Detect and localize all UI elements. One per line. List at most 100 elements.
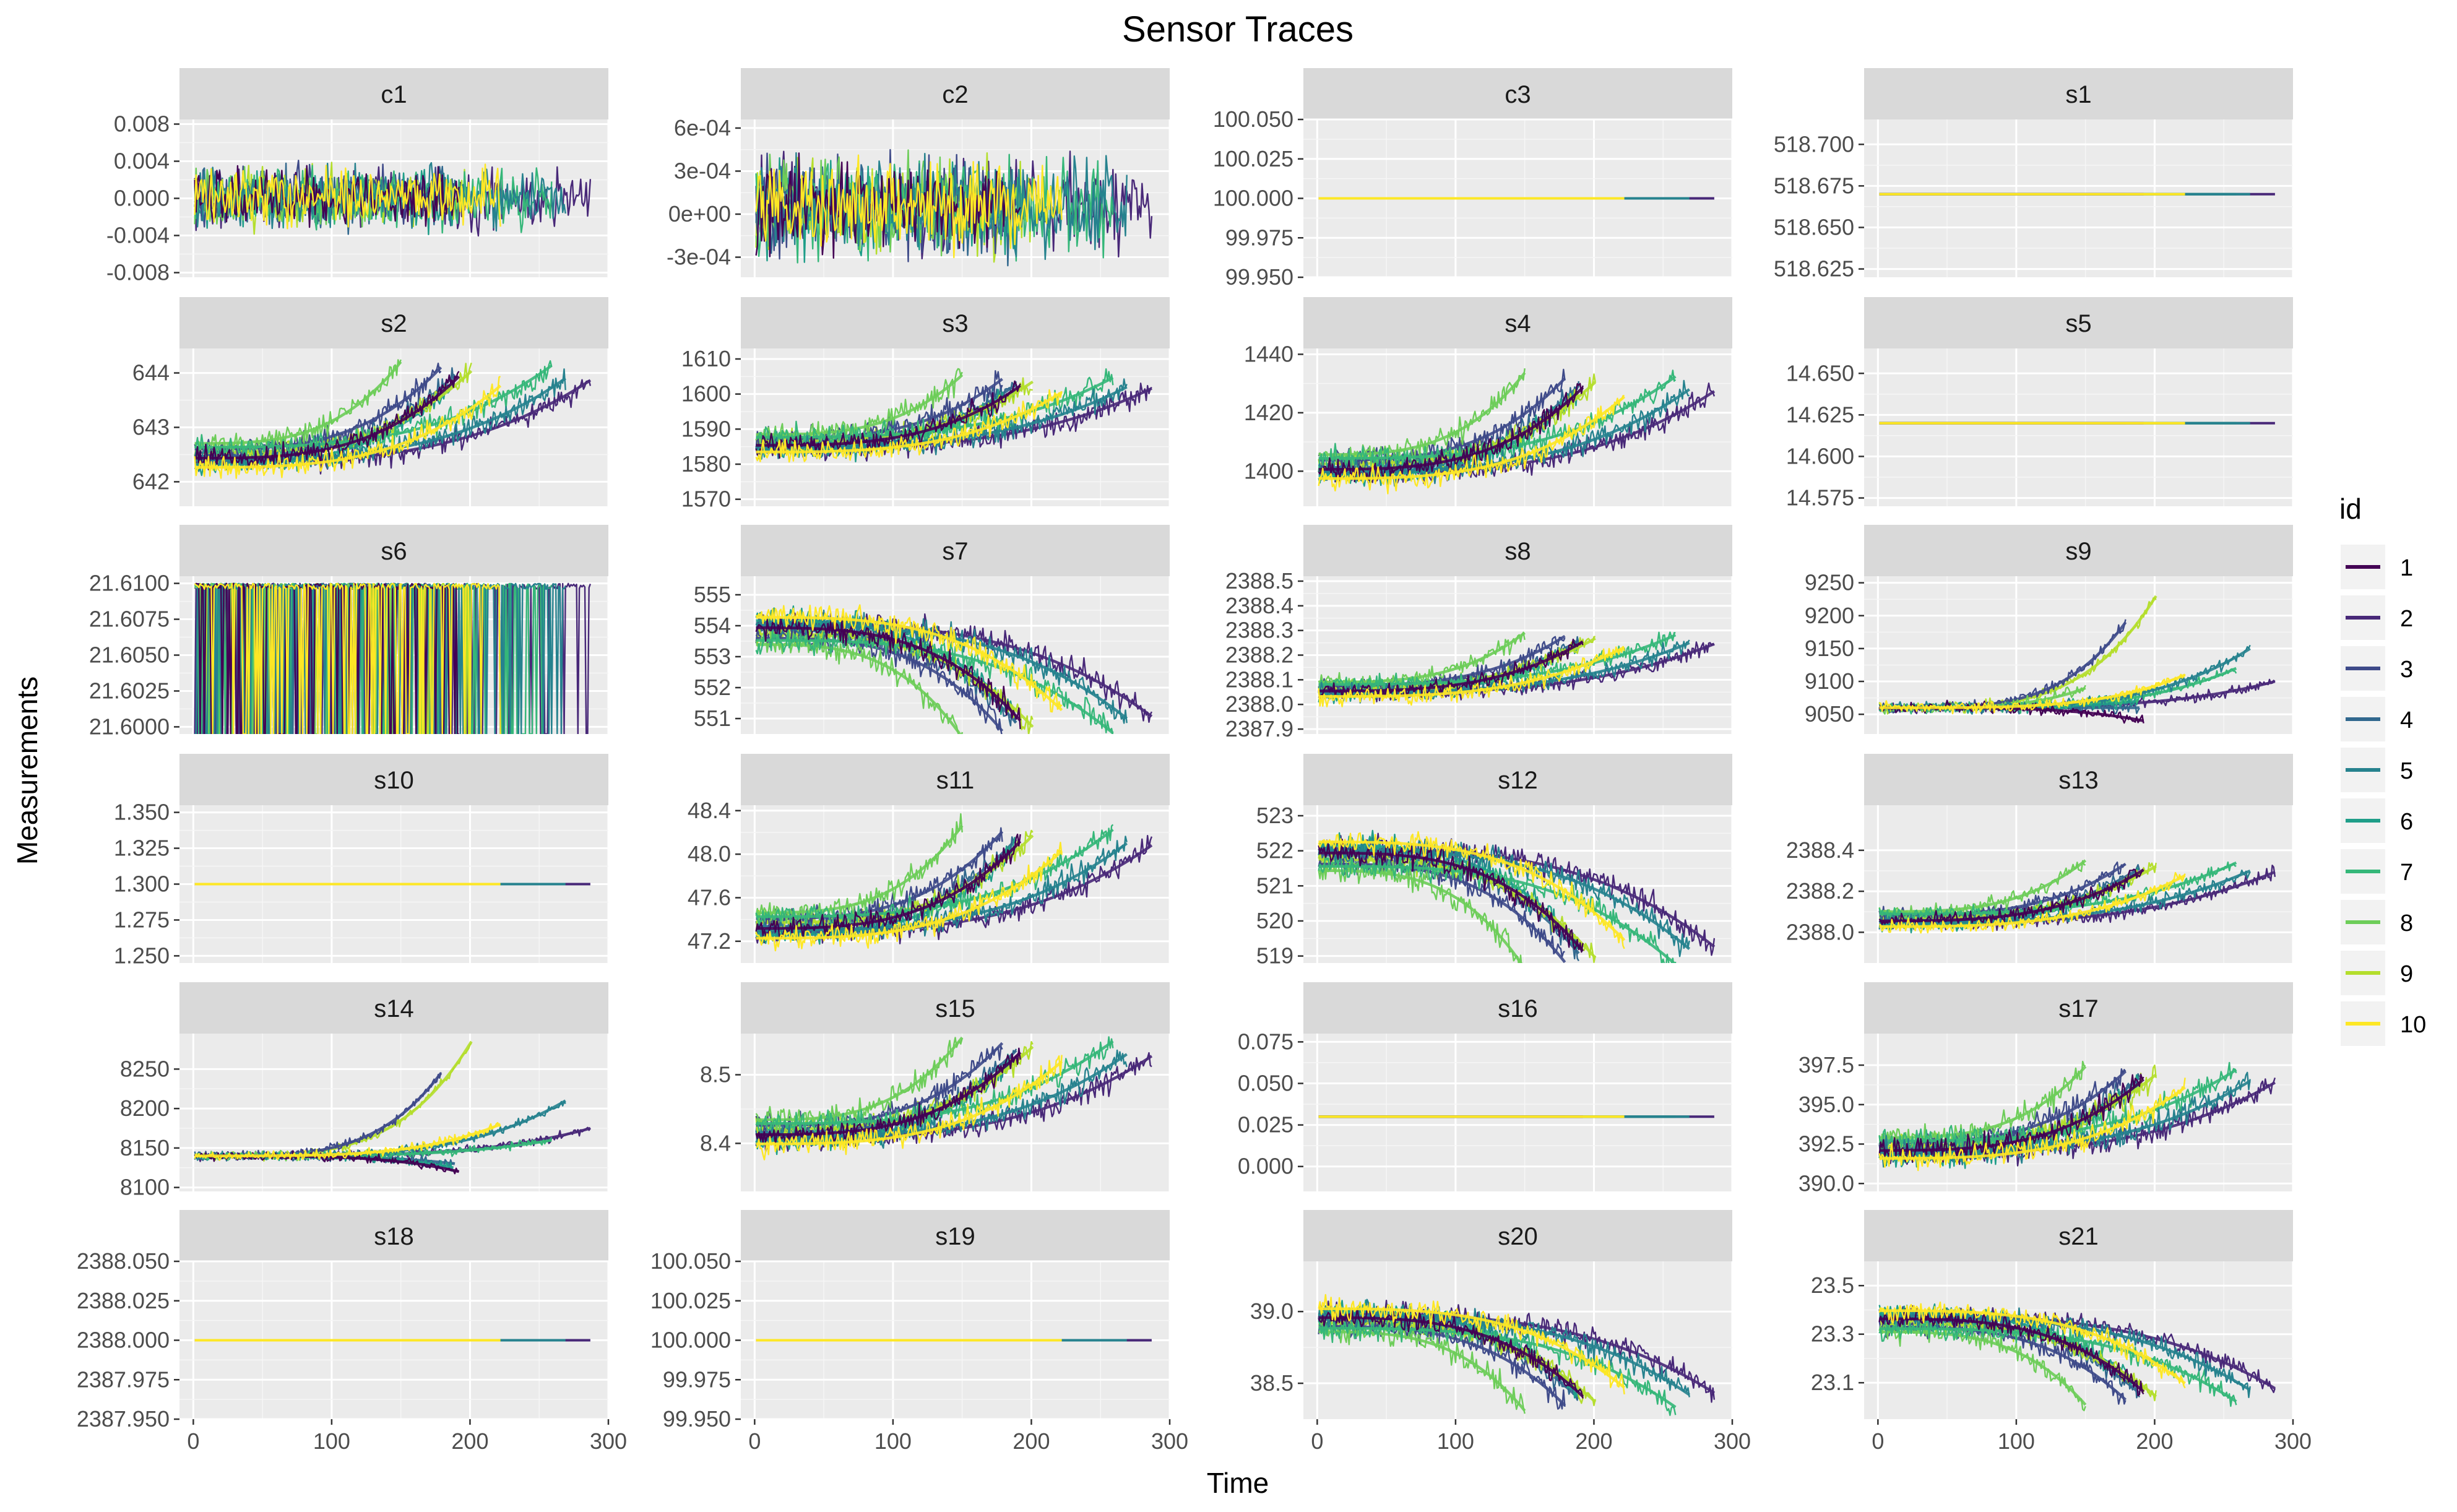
x-tick-label: 100 [874, 1428, 912, 1454]
y-tick-label: 551 [694, 706, 731, 731]
panel-c1: c1 -0.008 -0.004 0.000 0.004 0.008 [106, 68, 610, 285]
y-tick-label: 0.025 [1238, 1112, 1293, 1138]
trend-line-s4-id-10 [1318, 395, 1626, 480]
panel-s16: s16 0.000 0.025 0.050 0.075 [1238, 982, 1734, 1191]
y-tick-label: 8.4 [700, 1130, 731, 1156]
legend-label-8: 8 [2400, 910, 2413, 936]
strip-s13 [1864, 754, 2293, 805]
trend-line-s12-id-8 [1318, 869, 1523, 963]
strip-label-c1: c1 [381, 81, 407, 108]
trend-line-s9-id-10 [1879, 673, 2186, 709]
y-tick-label: 9100 [1805, 668, 1854, 694]
panel-s4: s4 1400 1420 1440 [1244, 297, 1734, 506]
trend-line-s12-id-1 [1318, 851, 1584, 953]
strip-s18 [179, 1210, 608, 1261]
strip-label-c3: c3 [1505, 81, 1531, 108]
panel-s19: s19 99.950 99.975 100.000 100.025 100.050 0 100… [650, 1210, 1188, 1454]
y-tick-label: 23.5 [1811, 1272, 1854, 1298]
x-tick-label: 0 [1311, 1428, 1323, 1454]
y-tick-label: 522 [1256, 838, 1293, 863]
trend-line-s8-id-10 [1318, 646, 1625, 698]
panel-s6: s6 21.6000 21.6025 21.6050 21.6075 21.6100 [89, 525, 610, 739]
y-tick-label: 0.000 [114, 186, 170, 211]
y-tick-label: 8.5 [700, 1062, 731, 1087]
y-tick-label: 1.300 [114, 871, 170, 897]
panel-s12: s12 519 520 521 522 523 [1256, 754, 1734, 969]
legend-label-2: 2 [2400, 606, 2413, 632]
x-tick-label: 100 [1437, 1428, 1474, 1454]
legend-label-3: 3 [2400, 657, 2413, 683]
series-line-s7-id-7 [755, 627, 1114, 734]
trend-line-s17-id-1 [1879, 1078, 2145, 1152]
series-line-s15-id-10 [755, 1055, 1063, 1160]
y-tick-label: 8250 [120, 1056, 170, 1081]
series-line-s4-id-5 [1318, 379, 1690, 487]
y-tick-label: -0.004 [106, 223, 170, 248]
series-line-s21-id-7 [1878, 1316, 2237, 1407]
x-tick-label: 200 [1013, 1428, 1050, 1454]
legend-label-4: 4 [2400, 707, 2413, 733]
y-tick-label: 1.250 [114, 943, 170, 968]
strip-s8 [1303, 525, 1732, 576]
y-tick-label: 0.050 [1238, 1071, 1293, 1096]
series-line-s6-id-10 [194, 582, 501, 734]
chart-title: Sensor Traces [1122, 9, 1354, 50]
y-tick-label: 519 [1256, 943, 1293, 969]
strip-s17 [1864, 982, 2293, 1034]
trend-line-s7-id-7 [756, 639, 1114, 734]
y-tick-label: 1570 [681, 486, 731, 512]
series-group-s12 [1318, 829, 1716, 963]
strip-label-s9: s9 [2065, 538, 2091, 565]
trend-line-s4-id-8 [1318, 371, 1526, 456]
strip-s2 [179, 297, 608, 348]
x-tick-label: 200 [1575, 1428, 1612, 1454]
y-tick-label: 6e-04 [674, 115, 731, 140]
strip-s15 [741, 982, 1170, 1034]
y-tick-label: 38.5 [1250, 1370, 1293, 1396]
y-tick-label: 1400 [1244, 458, 1293, 483]
panel-s5: s5 14.575 14.600 14.625 14.650 [1786, 297, 2294, 511]
y-tick-label: 552 [694, 675, 731, 700]
panel-c3: c3 99.950 99.975 100.000 100.025 100.050 [1213, 68, 1734, 290]
y-tick-label: 520 [1256, 908, 1293, 933]
series-line-s2-id-10 [194, 376, 501, 479]
y-tick-label: 2388.1 [1225, 667, 1293, 692]
series-group-c1 [194, 160, 592, 237]
panel-s9: s9 9050 9100 9150 9200 9250 [1805, 525, 2294, 734]
legend-label-6: 6 [2400, 809, 2413, 835]
series-group-s17 [1878, 1060, 2276, 1172]
legend-label-5: 5 [2400, 758, 2413, 784]
strip-c3 [1303, 68, 1732, 119]
series-line-c1-id-1 [194, 165, 460, 228]
trend-line-s20-id-10 [1318, 1307, 1626, 1389]
panel-s17: s17 390.0 392.5 395.0 397.5 [1798, 982, 2294, 1196]
panel-s13: s13 2388.0 2388.2 2388.4 [1786, 754, 2294, 963]
series-line-s11-id-8 [755, 813, 963, 924]
y-tick-label: 518.675 [1774, 173, 1854, 198]
trend-line-s21-id-10 [1879, 1309, 2186, 1385]
strip-label-s10: s10 [374, 767, 414, 794]
trend-line-s20-id-7 [1318, 1326, 1677, 1409]
x-tick-label: 0 [748, 1428, 761, 1454]
y-tick-label: 392.5 [1798, 1131, 1854, 1157]
y-tick-label: 99.950 [1225, 264, 1293, 290]
legend-label-7: 7 [2400, 860, 2413, 886]
y-tick-label: 2388.0 [1786, 919, 1854, 944]
y-tick-label: 1.350 [114, 800, 170, 825]
panel-s11: s11 47.2 47.6 48.0 48.4 [688, 754, 1171, 963]
panel-s18: s18 2387.950 2387.975 2388.000 2388.025 2388.… [77, 1210, 627, 1454]
y-tick-label: 14.650 [1786, 360, 1854, 386]
y-tick-label: 47.2 [688, 928, 731, 954]
y-tick-label: 21.6025 [89, 678, 170, 703]
strip-s19 [741, 1210, 1170, 1261]
y-tick-label: 9250 [1805, 570, 1854, 595]
y-tick-label: 390.0 [1798, 1170, 1854, 1196]
strip-label-s1: s1 [2065, 81, 2091, 108]
strip-s5 [1864, 297, 2293, 348]
trend-line-s7-id-1 [756, 626, 1022, 722]
series-line-s17-id-10 [1878, 1078, 2186, 1172]
trend-line-s3-id-7 [756, 376, 1114, 439]
strip-label-s19: s19 [935, 1223, 975, 1250]
